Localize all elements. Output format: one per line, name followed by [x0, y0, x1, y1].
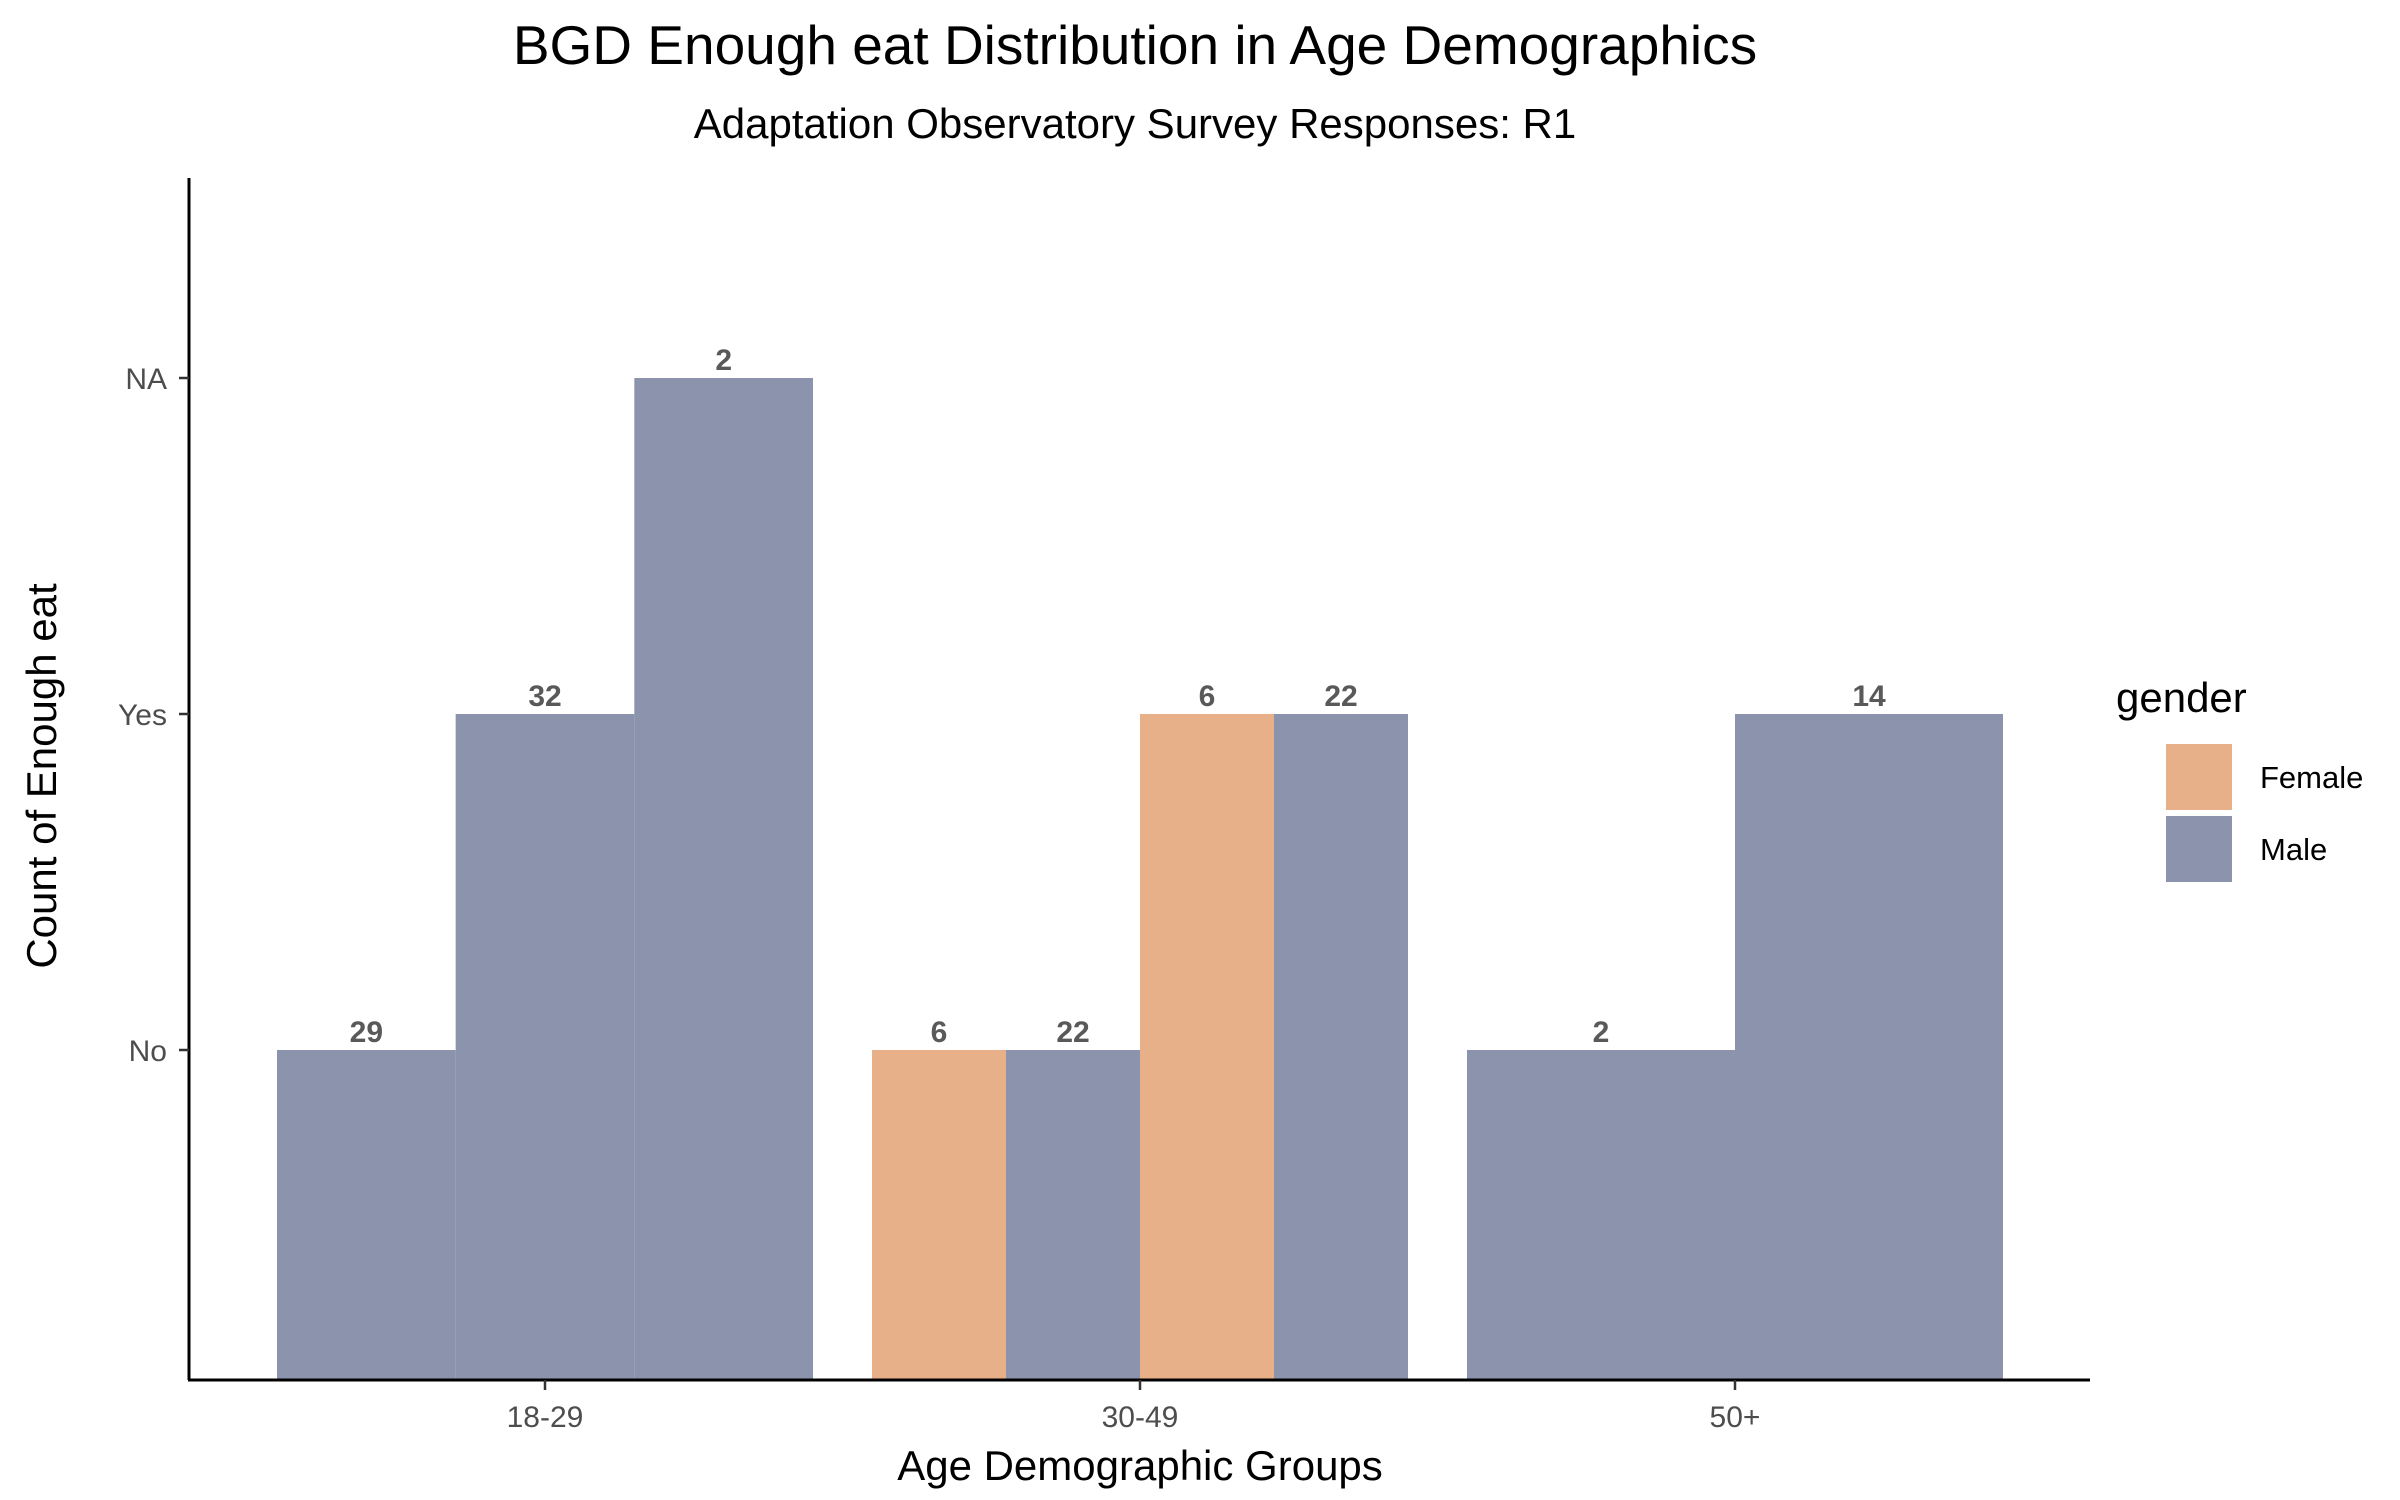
legend-label-male: Male — [2260, 832, 2327, 867]
chart-title: BGD Enough eat Distribution in Age Demog… — [513, 14, 1757, 76]
y-tick-label-no: No — [129, 1035, 167, 1068]
x-tick-label-30-49: 30-49 — [1102, 1401, 1179, 1434]
bar-18-29-male-na — [634, 378, 813, 1380]
legend-title: gender — [2116, 674, 2247, 721]
x-tick-label-18-29: 18-29 — [507, 1401, 584, 1434]
bar-50--male-no — [1467, 1050, 1735, 1380]
legend-label-female: Female — [2260, 760, 2363, 795]
bar-30-49-female-yes — [1140, 714, 1274, 1380]
y-axis-ticks: No Yes NA — [118, 363, 189, 1068]
data-label-30-49-male-no: 22 — [1056, 1016, 1089, 1049]
y-axis-title: Count of Enough eat — [18, 583, 65, 969]
data-label-50--male-no: 2 — [1593, 1016, 1610, 1049]
x-axis-title: Age Demographic Groups — [897, 1442, 1383, 1489]
bars-layer — [277, 378, 2003, 1380]
data-label-50--male-yes: 14 — [1852, 680, 1886, 713]
bar-30-49-male-yes — [1274, 714, 1408, 1380]
data-label-18-29-male-yes: 32 — [528, 680, 561, 713]
data-label-30-49-female-no: 6 — [931, 1016, 948, 1049]
data-label-30-49-female-yes: 6 — [1199, 680, 1216, 713]
bar-50--male-yes — [1735, 714, 2003, 1380]
legend-key-female — [2166, 744, 2232, 810]
legend-key-male — [2166, 816, 2232, 882]
bar-30-49-male-no — [1006, 1050, 1140, 1380]
y-tick-label-na: NA — [125, 363, 167, 396]
data-label-30-49-male-yes: 22 — [1324, 680, 1357, 713]
x-tick-label-50-: 50+ — [1710, 1401, 1761, 1434]
legend: gender Female Male — [2116, 674, 2363, 882]
data-label-18-29-male-na: 2 — [715, 344, 732, 377]
data-label-18-29-male-no: 29 — [350, 1016, 383, 1049]
chart-subtitle: Adaptation Observatory Survey Responses:… — [694, 100, 1576, 147]
bar-30-49-female-no — [872, 1050, 1006, 1380]
y-tick-label-yes: Yes — [118, 699, 167, 732]
bar-18-29-male-no — [277, 1050, 456, 1380]
bar-18-29-male-yes — [455, 714, 635, 1380]
x-axis-ticks: 18-29 30-49 50+ — [507, 1380, 1761, 1434]
